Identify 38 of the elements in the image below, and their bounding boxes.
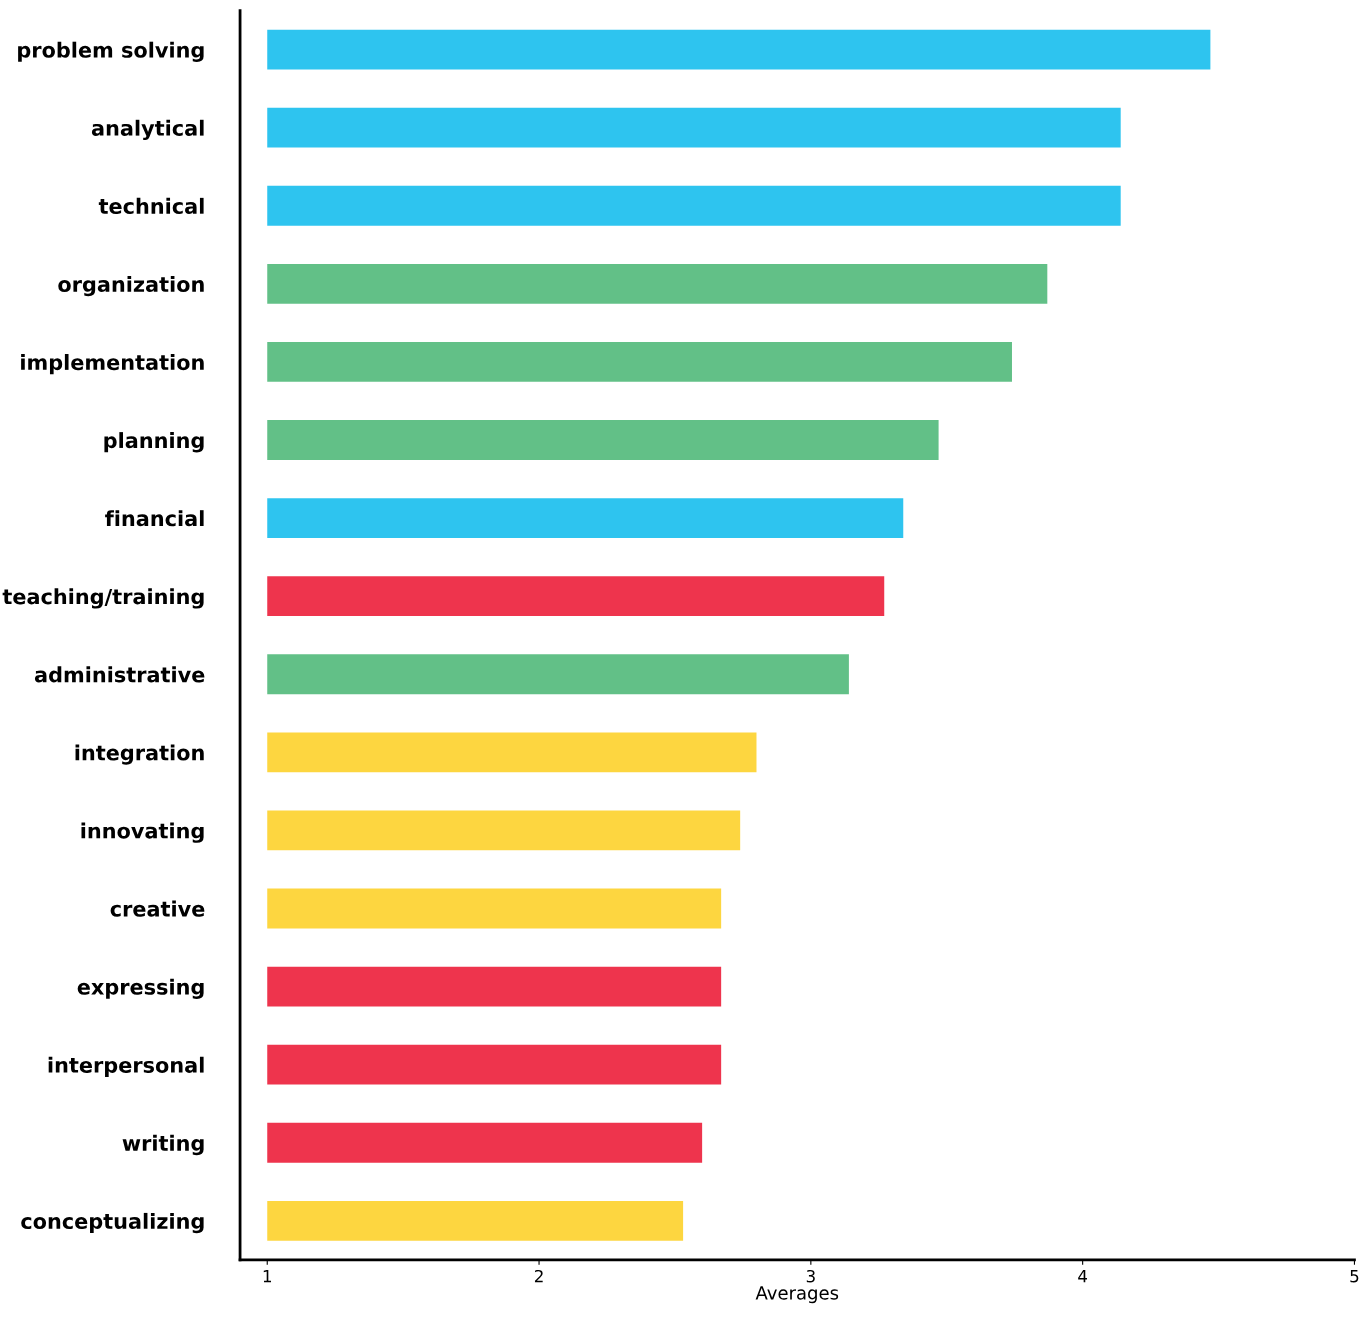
bar xyxy=(267,107,1121,148)
bar xyxy=(267,732,757,773)
y-tick-label: planning xyxy=(104,432,204,453)
y-tick-label: teaching/training xyxy=(2,588,204,609)
bar xyxy=(267,29,1211,70)
y-tick-label: problem solving xyxy=(18,41,204,63)
x-tick-label: 1 xyxy=(263,1270,272,1283)
bar xyxy=(267,810,741,851)
y-tick-label: technical xyxy=(98,197,204,214)
y-tick-label: organization xyxy=(58,275,204,297)
y-tick-label: creative xyxy=(110,900,205,917)
bar xyxy=(267,1122,703,1163)
bar xyxy=(267,576,885,617)
x-tick-label: 5 xyxy=(1350,1270,1359,1283)
bar xyxy=(267,185,1121,226)
x-tick-label: 2 xyxy=(534,1269,543,1283)
y-tick-label: expressing xyxy=(77,978,204,999)
bar xyxy=(267,342,1012,382)
y-tick-label: implementation xyxy=(21,354,204,375)
y-tick-label: innovating xyxy=(81,822,204,843)
bar xyxy=(267,263,1048,304)
x-axis-title: Averages xyxy=(755,1286,839,1304)
y-tick-label: interpersonal xyxy=(48,1056,204,1077)
y-tick-label: administrative xyxy=(34,666,205,683)
bar xyxy=(267,498,904,539)
y-tick-label: analytical xyxy=(91,119,204,141)
y-tick-label: writing xyxy=(122,1134,204,1156)
bar xyxy=(267,654,849,695)
x-tick-label: 3 xyxy=(806,1269,815,1283)
bar xyxy=(267,1200,684,1241)
y-tick-label: conceptualizing xyxy=(21,1212,204,1234)
bar xyxy=(267,420,939,460)
y-tick-label: integration xyxy=(75,744,204,765)
bar xyxy=(267,888,722,929)
y-tick-label: financial xyxy=(105,510,204,527)
bar xyxy=(267,966,722,1007)
bar xyxy=(267,1044,722,1085)
x-tick-label: 4 xyxy=(1078,1270,1088,1283)
